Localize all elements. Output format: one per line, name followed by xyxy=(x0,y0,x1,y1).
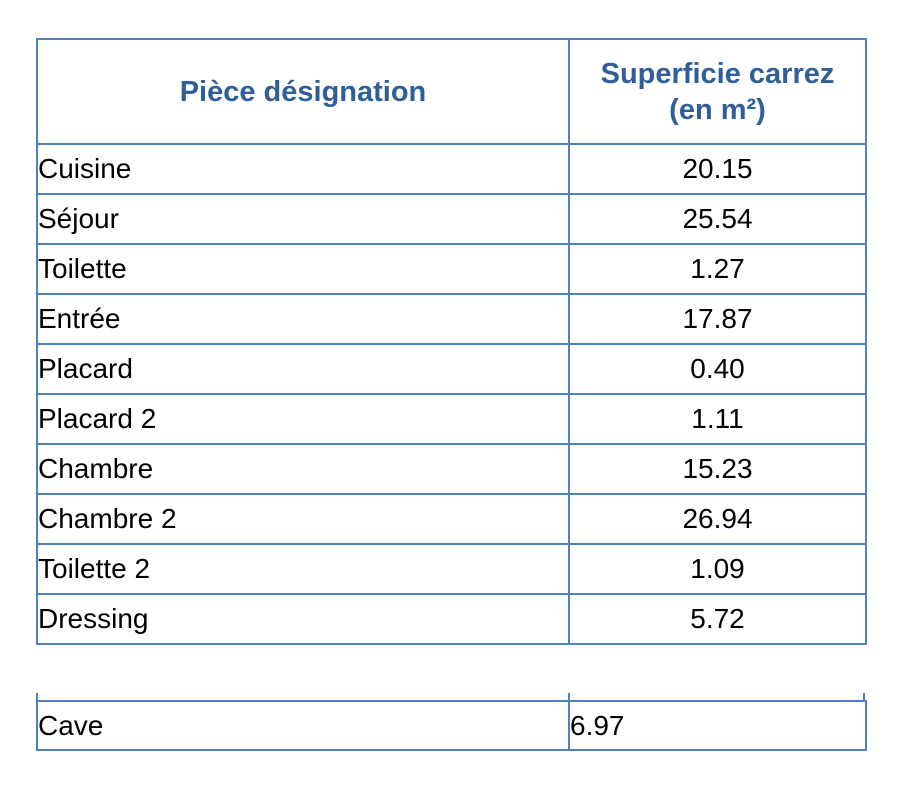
main-table: Pièce désignation Superficie carrez (en … xyxy=(36,38,867,645)
superficie-cell: 15.23 xyxy=(568,443,867,495)
table-row: Placard 0.40 xyxy=(36,343,867,395)
superficie-cell: 1.11 xyxy=(568,393,867,445)
superficie-cell: 1.27 xyxy=(568,243,867,295)
superficie-cell: 17.87 xyxy=(568,293,867,345)
piece-cell: Dressing xyxy=(36,593,570,645)
piece-cell: Entrée xyxy=(36,293,570,345)
superficie-cell: 6.97 xyxy=(568,700,867,751)
piece-cell: Chambre 2 xyxy=(36,493,570,545)
piece-cell: Toilette xyxy=(36,243,570,295)
header-piece-label: Pièce désignation xyxy=(179,75,427,108)
table-row: Placard 2 1.11 xyxy=(36,393,867,445)
piece-cell: Chambre xyxy=(36,443,570,495)
superficie-cell: 20.15 xyxy=(568,143,867,195)
superficie-cell: 25.54 xyxy=(568,193,867,245)
superficie-cell: 5.72 xyxy=(568,593,867,645)
table-row: Toilette 1.27 xyxy=(36,243,867,295)
piece-cell: Cave xyxy=(36,700,570,751)
table-row: Dressing 5.72 xyxy=(36,593,867,645)
annex-border-tick-divider xyxy=(568,693,570,702)
header-superficie-carrez: Superficie carrez (en m²) xyxy=(568,38,867,145)
table-row: Entrée 17.87 xyxy=(36,293,867,345)
annex-table: Cave 6.97 xyxy=(36,700,867,751)
header-superficie-line1: Superficie carrez xyxy=(600,57,835,90)
header-piece-designation: Pièce désignation xyxy=(36,38,570,145)
piece-cell: Placard xyxy=(36,343,570,395)
superficie-cell: 1.09 xyxy=(568,543,867,595)
annex-border-tick-right xyxy=(863,693,865,702)
annex-table-wrap: Cave 6.97 xyxy=(36,693,867,755)
superficie-cell: 26.94 xyxy=(568,493,867,545)
piece-cell: Placard 2 xyxy=(36,393,570,445)
annex-border-tick-left xyxy=(36,693,38,702)
superficie-cell: 0.40 xyxy=(568,343,867,395)
table-row: Chambre 15.23 xyxy=(36,443,867,495)
header-superficie-line2: (en m²) xyxy=(669,93,766,126)
table-row: Chambre 2 26.94 xyxy=(36,493,867,545)
table-row: Séjour 25.54 xyxy=(36,193,867,245)
table-row: Toilette 2 1.09 xyxy=(36,543,867,595)
table-row: Cave 6.97 xyxy=(36,700,867,751)
table-row: Cuisine 20.15 xyxy=(36,143,867,195)
piece-cell: Séjour xyxy=(36,193,570,245)
piece-cell: Cuisine xyxy=(36,143,570,195)
header-row: Pièce désignation Superficie carrez (en … xyxy=(36,38,867,145)
piece-cell: Toilette 2 xyxy=(36,543,570,595)
